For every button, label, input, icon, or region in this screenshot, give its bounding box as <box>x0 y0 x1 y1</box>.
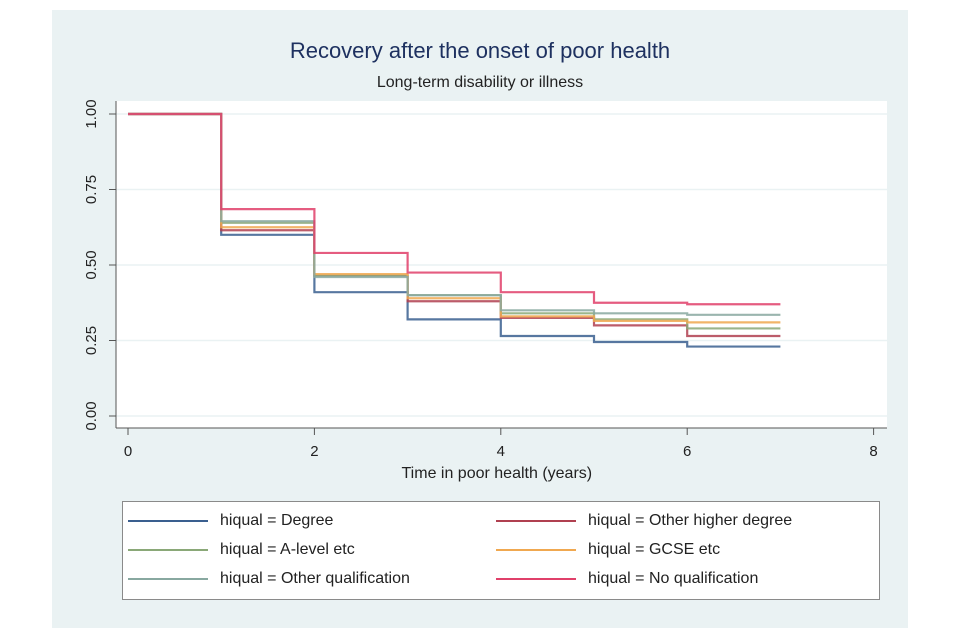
x-tick-label: 6 <box>683 443 691 460</box>
legend-label: hiqual = A-level etc <box>220 541 355 558</box>
legend-label: hiqual = Other higher degree <box>588 512 793 529</box>
legend-label: hiqual = No qualification <box>588 570 759 587</box>
series-line-other-qualification <box>128 112 781 316</box>
x-tick-label: 4 <box>497 443 505 460</box>
chart-title: Recovery after the onset of poor health <box>289 38 671 63</box>
legend-item: hiqual = Other qualification <box>128 568 410 590</box>
legend-swatch <box>128 578 208 580</box>
legend-item: hiqual = Degree <box>128 510 333 532</box>
y-tick-label: 0.00 <box>83 401 100 430</box>
y-tick-label: 1.00 <box>83 99 100 128</box>
x-axis-label: Time in poor health (years) <box>402 465 593 482</box>
chart-subtitle: Long-term disability or illness <box>376 74 584 91</box>
y-tick-label: 0.25 <box>83 326 100 355</box>
series-group <box>128 112 781 348</box>
legend-swatch <box>496 520 576 522</box>
legend-label: hiqual = GCSE etc <box>588 541 721 558</box>
legend-item: hiqual = A-level etc <box>128 539 355 561</box>
gridlines <box>116 113 887 417</box>
legend-swatch <box>128 520 208 522</box>
legend-swatch <box>496 549 576 551</box>
series-line-no-qualification <box>128 112 781 306</box>
legend-label: hiqual = Degree <box>220 512 334 529</box>
legend-item: hiqual = No qualification <box>496 568 758 590</box>
legend-item: hiqual = GCSE etc <box>496 539 720 561</box>
x-tick-label: 8 <box>869 443 877 460</box>
legend-swatch <box>128 549 208 551</box>
y-tick-label: 0.50 <box>83 250 100 279</box>
legend: hiqual = Degree hiqual = Other higher deg… <box>122 501 880 600</box>
x-tick-label: 0 <box>124 443 132 460</box>
legend-label: hiqual = Other qualification <box>220 570 410 587</box>
legend-swatch <box>496 578 576 580</box>
x-tick-label: 2 <box>310 443 318 460</box>
y-tick-label: 0.75 <box>83 175 100 204</box>
series-line-gcse-etc <box>128 112 781 324</box>
series-line-degree <box>128 112 781 348</box>
legend-item: hiqual = Other higher degree <box>496 510 792 532</box>
series-line-other-higher-degree <box>128 112 781 338</box>
axes: 0.00 0.25 0.50 0.75 1.00 0 2 4 6 8 <box>83 99 887 460</box>
